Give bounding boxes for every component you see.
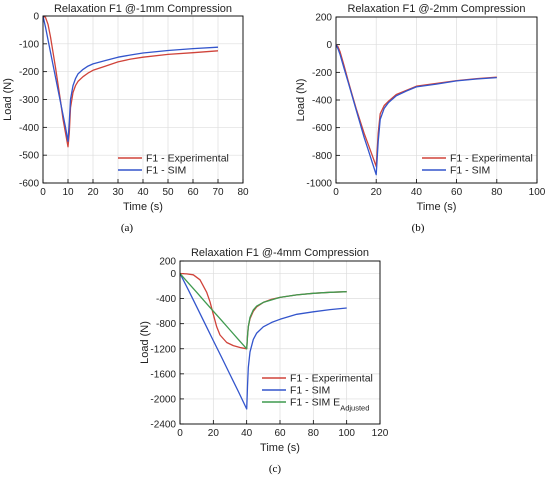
x-axis-label: Time (s): [123, 201, 163, 213]
y-tick-label: -800: [312, 151, 332, 162]
x-tick-label: 0: [40, 187, 46, 198]
chart-title: Relaxation F1 @-2mm Compression: [347, 3, 525, 15]
y-tick-label: -1600: [150, 369, 176, 380]
y-tick-label: -600: [312, 123, 332, 134]
x-tick-label: 80: [491, 187, 503, 198]
x-tick-label: 30: [112, 187, 124, 198]
x-tick-label: 120: [372, 428, 389, 439]
y-tick-label: -600: [19, 179, 39, 190]
chart-panel-1: 0 10 20 30 40 50 60 70 80 0 -100 -200 -300 -400 -500 -6…: [2, 3, 249, 234]
x-tick-label: 20: [87, 187, 99, 198]
y-tick-label: -400: [19, 123, 39, 134]
x-tick-label: 40: [411, 187, 423, 198]
legend-label-1: F1 - Experimental: [290, 373, 373, 385]
x-tick-label: 80: [237, 187, 249, 198]
plot-frame: [179, 260, 381, 425]
chart-panel-3: 0 20 40 60 80 100 1202000-400-800-1200-1600-20…: [139, 247, 389, 475]
x-tick-label: 20: [208, 428, 220, 439]
legend-label-2: F1 - SIM: [146, 165, 186, 177]
legend-label-1: F1 - Experimental: [450, 153, 533, 165]
x-tick-label: 40: [241, 428, 253, 439]
x-axis-label: Time (s): [260, 442, 300, 454]
series-line-2: [43, 16, 219, 142]
legend-label-subscript: Adjusted: [340, 403, 369, 412]
x-tick-label: 60: [187, 187, 199, 198]
y-tick-label: -500: [19, 151, 39, 162]
series-line-2: [336, 44, 497, 176]
legend-label-2: F1 - SIM: [450, 165, 490, 177]
x-tick-label: 100: [529, 187, 546, 198]
y-tick-label: -2000: [150, 394, 176, 405]
y-tick-label: 0: [170, 269, 176, 280]
x-tick-label: 60: [274, 428, 286, 439]
y-tick-label: -200: [312, 68, 332, 79]
y-axis-label: Load (N): [2, 78, 14, 121]
panel-caption: (c): [269, 463, 282, 475]
x-tick-label: 80: [308, 428, 320, 439]
x-tick-label: 50: [162, 187, 174, 198]
plot-frame: [335, 16, 538, 184]
y-axis-label: Load (N): [139, 321, 151, 364]
chart-panel-2: 0 20 40 60 80 100 200 0 -200 -400 -600 -800 -1000 Rel…: [295, 3, 546, 234]
y-tick-label: -400: [312, 96, 332, 107]
x-tick-label: 100: [338, 428, 355, 439]
y-tick-label: -300: [19, 95, 39, 106]
x-tick-label: 40: [137, 187, 149, 198]
y-tick-label: -800: [156, 319, 176, 330]
y-tick-label: -1200: [150, 344, 176, 355]
x-tick-label: 0: [177, 428, 183, 439]
y-tick-label: -200: [19, 67, 39, 78]
legend-label-2: F1 - SIM: [290, 385, 330, 397]
y-axis-label: Load (N): [295, 79, 307, 122]
x-tick-label: 10: [62, 187, 74, 198]
chart-title: Relaxation F1 @-4mm Compression: [191, 247, 369, 259]
series-line-3: [180, 273, 347, 350]
y-tick-label: -400: [156, 294, 176, 305]
x-tick-label: 60: [451, 187, 463, 198]
panel-caption: (b): [412, 222, 425, 234]
x-tick-label: 20: [371, 187, 383, 198]
series-line-2: [180, 273, 347, 410]
y-tick-label: 0: [33, 12, 39, 23]
panel-caption: (a): [121, 222, 134, 234]
plot-frame: [42, 15, 244, 184]
y-tick-label: -1000: [306, 179, 332, 190]
y-tick-label: 200: [159, 257, 176, 268]
y-tick-label: -2400: [150, 420, 176, 431]
x-tick-label: 0: [333, 187, 339, 198]
legend-label-1: F1 - Experimental: [146, 153, 229, 165]
y-tick-label: -100: [19, 39, 39, 50]
x-axis-label: Time (s): [417, 201, 457, 213]
y-tick-label: 0: [326, 40, 332, 51]
series-line-1: [43, 16, 219, 148]
x-tick-label: 70: [212, 187, 224, 198]
y-tick-label: 200: [315, 13, 332, 24]
chart-title: Relaxation F1 @-1mm Compression: [54, 3, 232, 15]
